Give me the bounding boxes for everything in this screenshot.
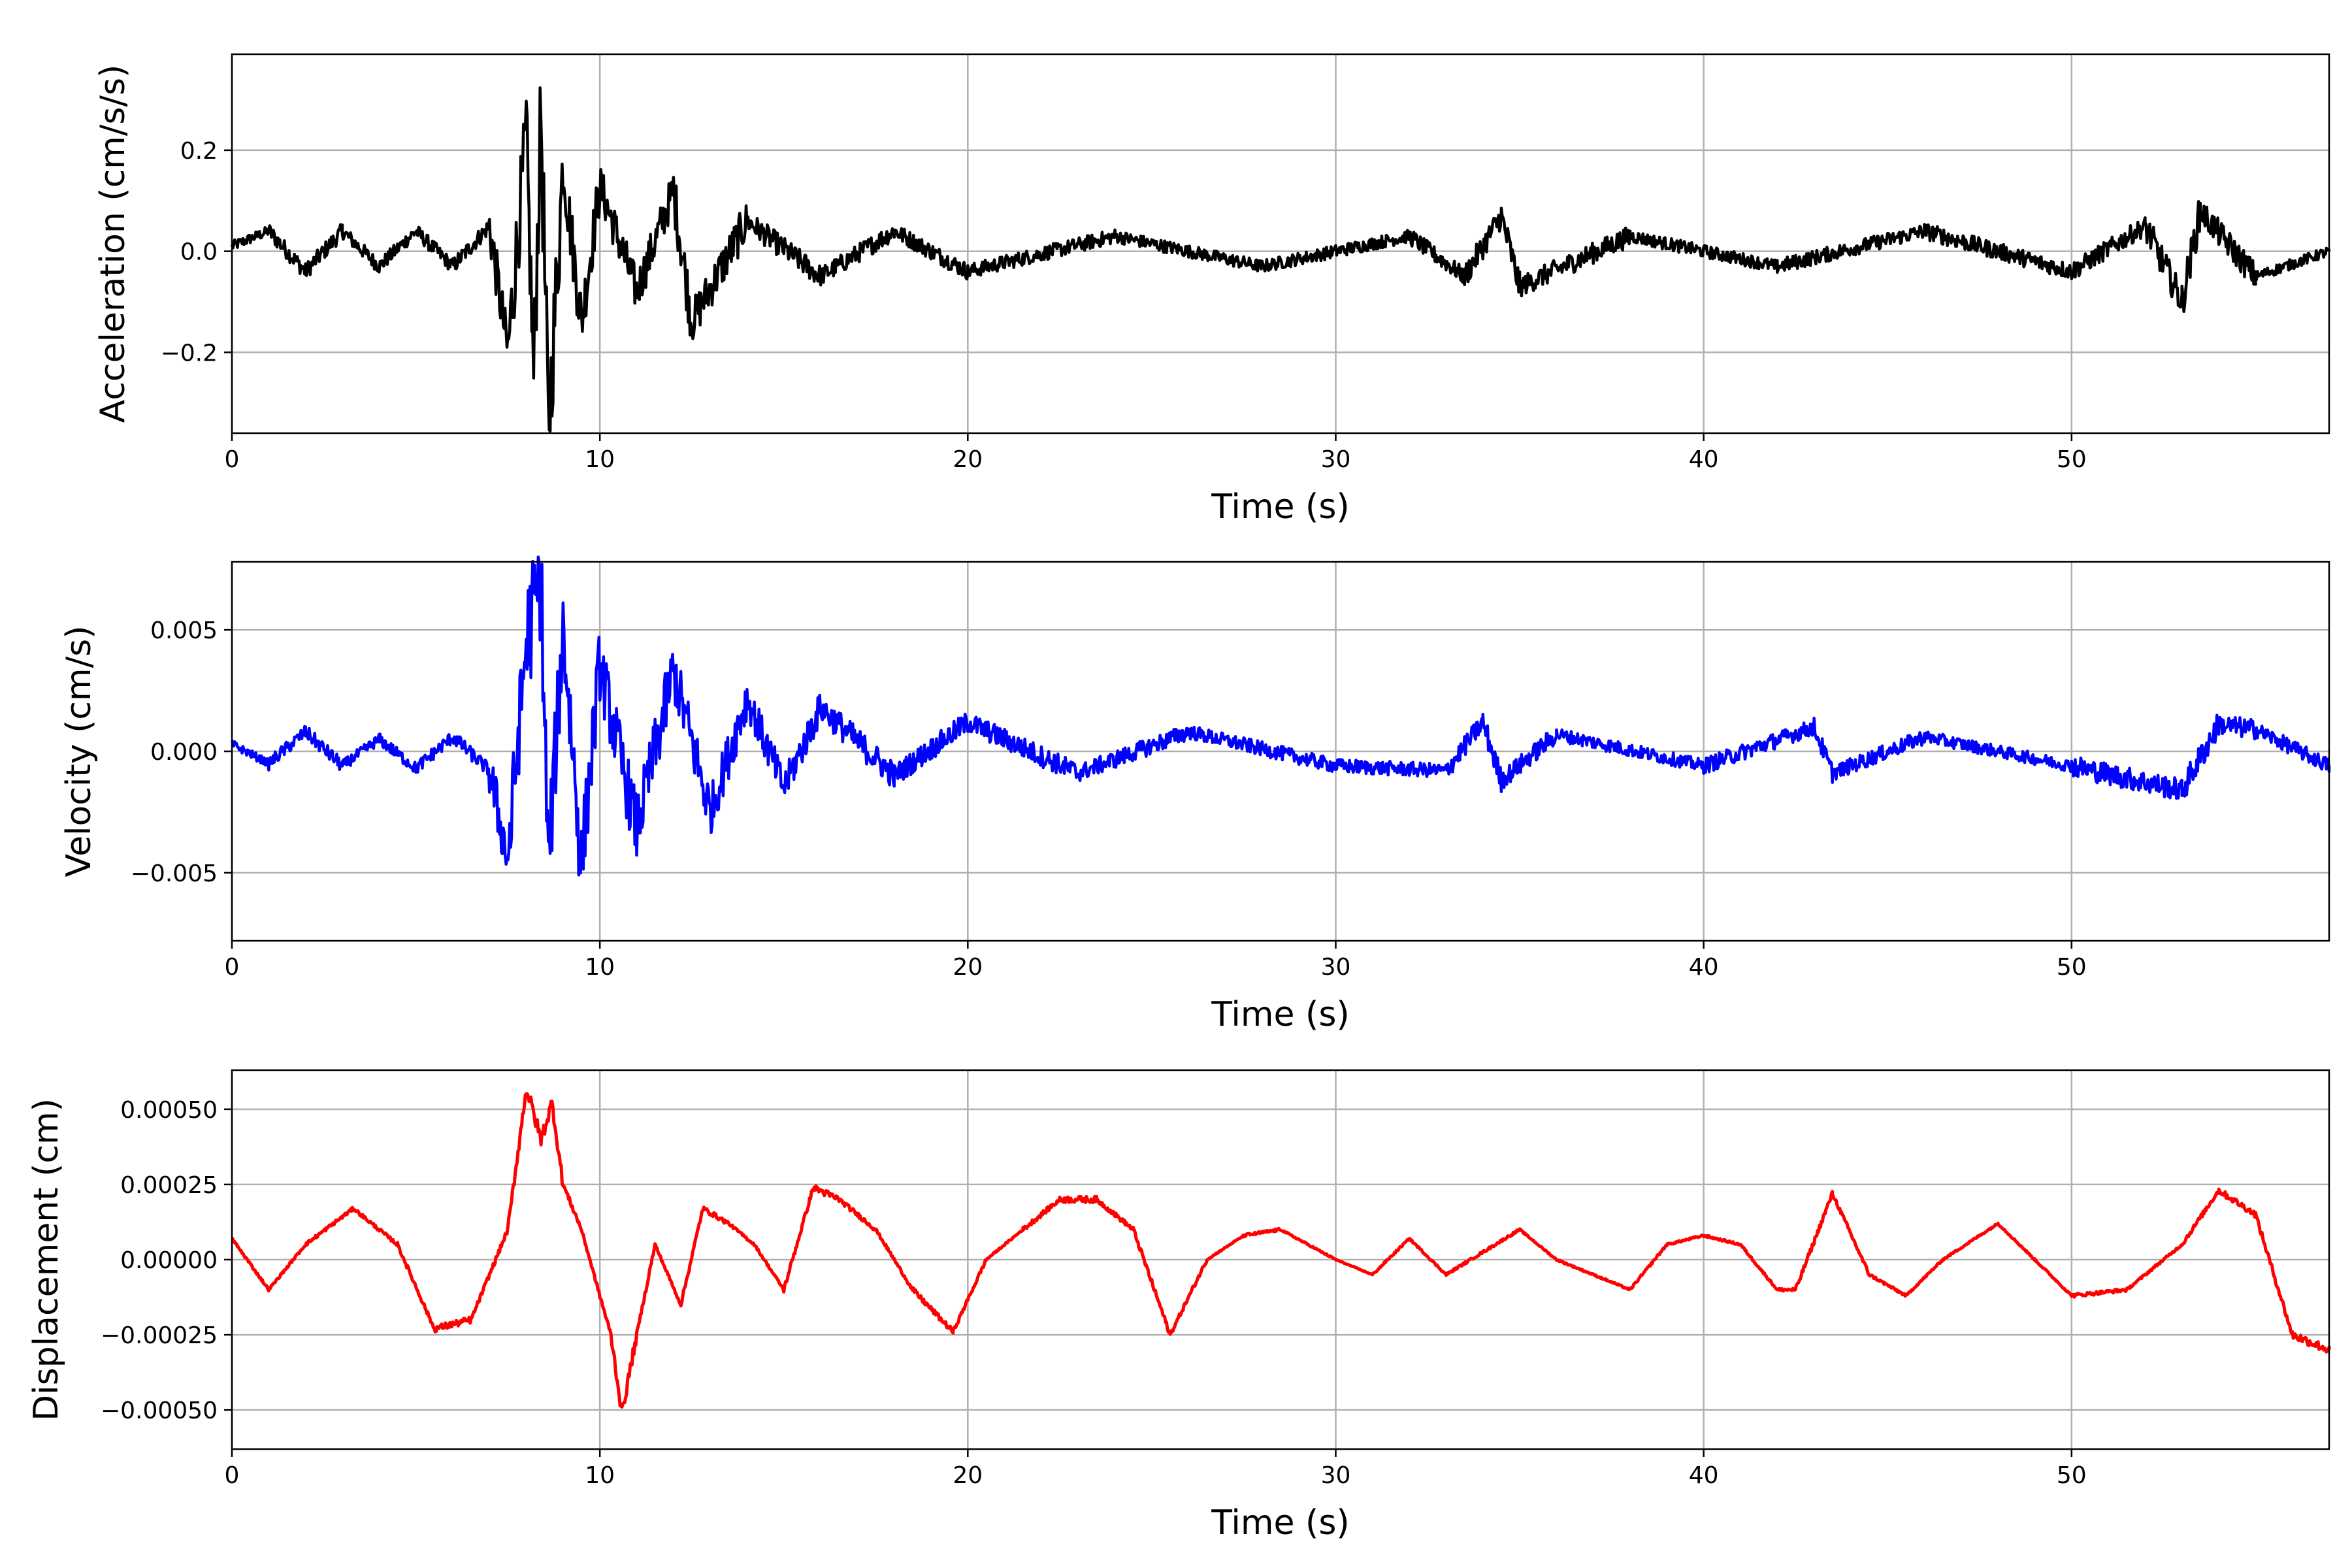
x-tick-label: 0 — [225, 954, 240, 981]
x-axis-label: Time (s) — [1211, 1503, 1349, 1543]
y-tick-label: 0.00025 — [120, 1172, 218, 1199]
y-tick-label: 0.005 — [150, 617, 218, 644]
chart-panel-0: 0 10 20 30 40 50 −0.2 0.0 0.2 Time (s) Acceleratio… — [93, 53, 2331, 527]
series-line-1 — [230, 555, 2331, 877]
x-axis-label: Time (s) — [1211, 487, 1349, 527]
x-tick-label: 50 — [2057, 954, 2087, 981]
y-tick-label: −0.00050 — [101, 1397, 218, 1424]
series-line-0 — [230, 86, 2331, 433]
x-tick-label: 20 — [953, 1462, 983, 1489]
y-tick-label: 0.00000 — [120, 1247, 218, 1274]
x-tick-label: 20 — [953, 446, 983, 473]
y-tick-label: −0.00025 — [101, 1322, 218, 1349]
y-tick-label: −0.005 — [131, 860, 218, 887]
plot-frame — [231, 53, 2330, 434]
y-tick-label: 0.00050 — [120, 1097, 218, 1124]
series-line-2 — [231, 1092, 2331, 1409]
chart-panel-2: 0 10 20 30 40 50 −0.00050 −0.00025 0.00000 0.0002… — [27, 1069, 2331, 1543]
x-tick-label: 0 — [225, 1462, 240, 1489]
x-tick-label: 30 — [1321, 1462, 1351, 1489]
x-tick-label: 10 — [585, 954, 615, 981]
x-axis-label: Time (s) — [1211, 995, 1349, 1034]
x-tick-label: 30 — [1321, 446, 1351, 473]
y-tick-label: 0.2 — [180, 138, 218, 165]
x-tick-label: 50 — [2057, 1462, 2087, 1489]
x-tick-label: 0 — [225, 446, 240, 473]
x-tick-label: 40 — [1689, 954, 1719, 981]
x-tick-label: 30 — [1321, 954, 1351, 981]
x-tick-label: 10 — [585, 446, 615, 473]
y-axis-label: Velocity (cm/s) — [59, 626, 99, 877]
y-axis-label: Acceleration (cm/s/s) — [93, 65, 133, 423]
y-tick-label: 0.000 — [150, 739, 218, 766]
x-tick-label: 40 — [1689, 1462, 1719, 1489]
y-axis-label: Displacement (cm) — [27, 1098, 66, 1421]
x-tick-label: 10 — [585, 1462, 615, 1489]
x-tick-label: 20 — [953, 954, 983, 981]
y-tick-label: −0.2 — [161, 340, 218, 367]
y-tick-label: 0.0 — [180, 239, 218, 266]
x-tick-label: 50 — [2057, 446, 2087, 473]
chart-panel-1: 0 10 20 30 40 50 −0.005 0.000 0.005 Time (s) Veloc… — [59, 555, 2331, 1034]
x-tick-label: 40 — [1689, 446, 1719, 473]
